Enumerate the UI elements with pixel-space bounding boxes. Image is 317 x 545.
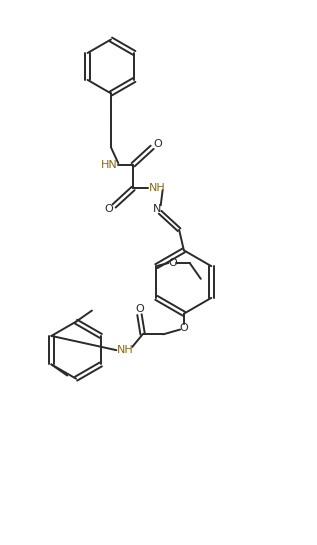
Text: HN: HN <box>101 160 118 169</box>
Text: O: O <box>168 258 177 268</box>
Text: O: O <box>135 304 144 314</box>
Text: N: N <box>153 204 161 214</box>
Text: NH: NH <box>149 184 165 193</box>
Text: O: O <box>153 139 162 149</box>
Text: NH: NH <box>117 345 133 355</box>
Text: O: O <box>104 204 113 214</box>
Text: O: O <box>179 323 188 333</box>
